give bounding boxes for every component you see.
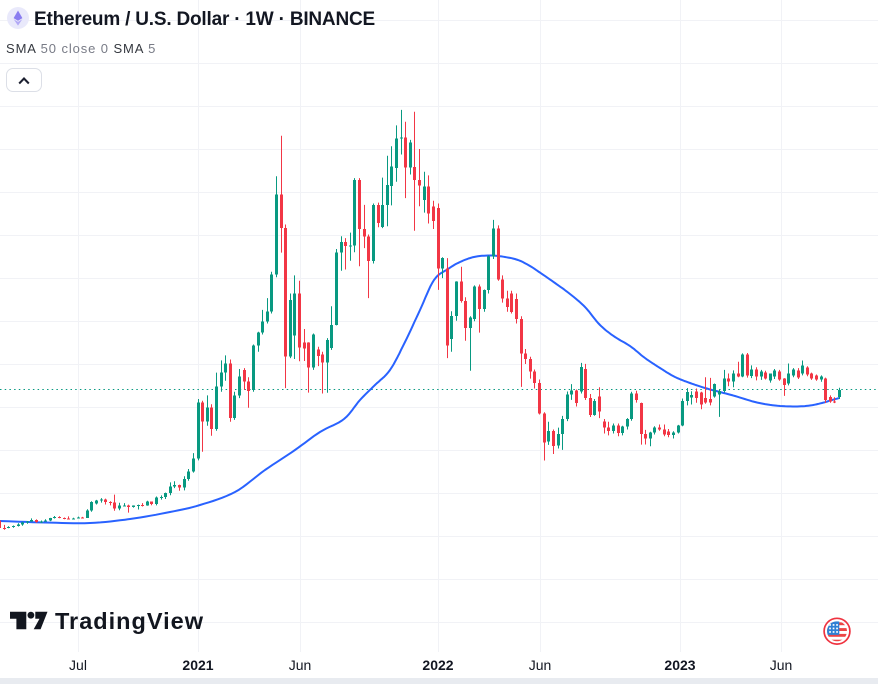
svg-text:TradingView: TradingView: [55, 608, 204, 634]
